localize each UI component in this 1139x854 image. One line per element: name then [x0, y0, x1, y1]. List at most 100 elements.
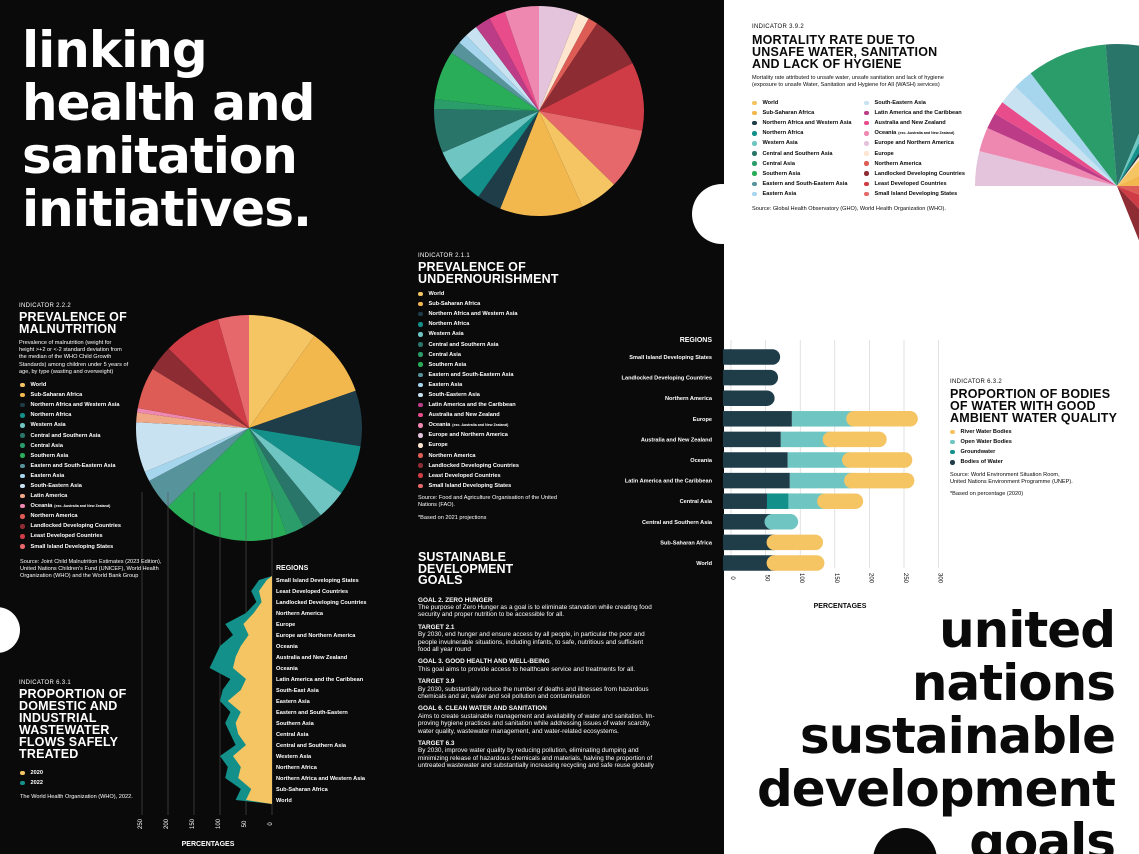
bar-segment-open-water-bodies — [791, 411, 855, 427]
source-line: Source: Food and Agriculture Organisatio… — [418, 495, 557, 501]
desc-line: Mortality rate attributed to unsafe wate… — [752, 75, 944, 81]
pie-slice-south-eastern-asia — [466, 27, 539, 111]
legend-swatch — [418, 322, 423, 327]
legend-label: Central Asia — [30, 442, 63, 449]
pie-slice-world — [249, 315, 315, 428]
title-line: FLOWS SAFELY — [19, 735, 119, 749]
title-line: SUSTAINABLE — [418, 550, 506, 564]
sdg-section-line: The purpose of Zero Hunger as a goal is … — [418, 603, 652, 611]
legend-item: Landlocked Developing Countries — [864, 169, 965, 179]
legend-item: Western Asia — [752, 138, 852, 148]
area-category-label: Europe — [276, 622, 295, 628]
pie-slice-central-and-southern-asia — [1105, 44, 1139, 186]
legend-swatch — [752, 120, 757, 126]
area-category-label: Landlocked Developing Countries — [276, 600, 366, 606]
pie-slice-central-asia — [434, 99, 539, 111]
pie-slice-oceania — [504, 6, 539, 111]
pie-slice-small-island-developing-states — [218, 315, 249, 428]
area-category-label: Sub-Saharan Africa — [276, 787, 329, 793]
legend-label: Northern America — [30, 513, 78, 520]
legend-item: Northern Africa and Western Asia — [418, 309, 519, 319]
legend-label: Latin America and the Caribbean — [874, 110, 962, 117]
legend-note: (exc. Australia and New Zealand) — [898, 131, 955, 136]
legend-swatch — [950, 460, 955, 465]
legend-label: Eastern and South-Eastern Asia — [30, 462, 116, 469]
desc-line: height >+2 or <-2 standard deviation fro… — [19, 347, 122, 354]
legend-item: World — [418, 289, 519, 299]
bar-segment-bodies-of-water — [731, 493, 767, 509]
bar-segment-groundwater — [766, 493, 789, 509]
area-series-2020 — [227, 576, 272, 804]
bar-segment-start — [723, 555, 731, 571]
area-category-label: Least Developed Countries — [276, 589, 348, 595]
water-bodies-source: Source: World Environment Situation Room… — [950, 472, 1073, 486]
legend-swatch — [20, 770, 25, 776]
area-tick-label: 100 — [216, 818, 222, 829]
legend-item: Small Island Developing States — [864, 189, 965, 199]
water-bodies-block: INDICATOR 6.3.2 PROPORTION OF BODIES OF … — [950, 379, 1135, 424]
source-line: Organization (WHO) and the World Bank Gr… — [20, 573, 139, 580]
legend-swatch — [20, 413, 25, 418]
undernourishment-note: *Based on 2021 projections — [418, 515, 487, 521]
legend-item: Eastern Asia — [418, 380, 519, 390]
title-line: TREATED — [19, 747, 79, 761]
pie-slice-least-developed-countries — [539, 63, 645, 131]
legend-item: Central Asia — [752, 159, 852, 169]
black-circle-bottom — [873, 828, 937, 854]
legend-item: Sub-Saharan Africa — [418, 299, 519, 309]
area-tick-label: 200 — [164, 818, 170, 829]
pie-slice-sub-saharan-africa — [500, 111, 583, 216]
legend-label: Sub-Saharan Africa — [30, 392, 83, 399]
legend-label: Landlocked Developing Countries — [30, 523, 121, 530]
bars-category-label: Northern America — [665, 396, 713, 402]
legend-swatch — [752, 110, 757, 116]
bars-category-label: Sub-Saharan Africa — [660, 540, 713, 546]
white-circle-left — [0, 607, 20, 653]
legend-swatch — [418, 372, 423, 378]
mortality-indicator: INDICATOR 3.9.2 — [752, 24, 804, 30]
sdg-section-line: By 2030, improve water quality by reduci… — [418, 747, 639, 755]
bar-segment-start — [723, 452, 731, 468]
legend-label: Western Asia — [30, 422, 66, 429]
malnutrition-legend: World Sub-Saharan Africa Northern Africa a… — [20, 380, 121, 552]
pie-slice-northern-africa-and-western-asia — [1117, 153, 1139, 186]
pie-slice-world — [539, 111, 614, 207]
sdg-section-line: minimizing release of hazardous chemical… — [418, 754, 653, 762]
legend-label: Least Developed Countries — [30, 533, 103, 540]
legend-label: Northern America — [874, 160, 922, 167]
desc-line: age, by type (wasting and overweight) — [19, 368, 114, 375]
legend-swatch — [20, 493, 25, 499]
legend-item: Central and Southern Asia — [418, 339, 519, 349]
sdg-section-line: This goal aims to provide access to heal… — [418, 665, 636, 673]
legend-item: Eastern and South-Eastern Asia — [752, 179, 852, 189]
bar-segment-river-water-bodies — [766, 534, 824, 551]
legend-swatch — [864, 100, 869, 106]
bars-tick-label: 300 — [937, 573, 943, 584]
pie-slice-latin-america-and-the-caribbean — [476, 18, 539, 111]
bar-segment-bodies-of-water — [731, 514, 773, 530]
pie-slice-central-and-southern-asia — [249, 428, 321, 527]
wastewater-source: The World Health Organization (WHO), 202… — [20, 794, 133, 800]
title-line: MORTALITY RATE DUE TO — [752, 33, 915, 47]
title-line: DEVELOPMENT — [418, 561, 514, 576]
pie-slice-northern-africa-and-western-asia — [249, 390, 363, 447]
title-line: UNSAFE WATER, SANITATION — [752, 45, 938, 59]
legend-item: Southern Asia — [20, 451, 121, 461]
legend-label: Small Island Developing States — [874, 190, 958, 197]
sdg-section-line: By 2030, substantially reduce the number… — [418, 685, 649, 693]
legend-item: Northern Africa and Western Asia — [20, 400, 121, 410]
legend-item: 2020 — [20, 768, 43, 778]
bar-segment-open-water-bodies — [780, 431, 831, 448]
legend-swatch — [950, 449, 955, 455]
sdg-section: TARGET 3.9 By 2030, substantially reduce … — [418, 678, 718, 700]
headline-right-line: goals — [969, 813, 1116, 854]
headline-right-line: sustainable — [799, 707, 1116, 765]
sdg-title: SUSTAINABLE DEVELOPMENT GOALS — [418, 550, 718, 587]
legend-label: Bodies of Water — [960, 459, 1003, 466]
headline-right-line: united — [939, 601, 1116, 659]
headline-left-line: initiatives. — [22, 180, 312, 238]
water-bodies-title: PROPORTION OF BODIES OF WATER WITH GOOD … — [950, 388, 1135, 425]
legend-item: Latin America — [20, 491, 121, 501]
pie-slice-central-asia — [249, 428, 304, 535]
legend-item: Northern America — [20, 511, 121, 521]
